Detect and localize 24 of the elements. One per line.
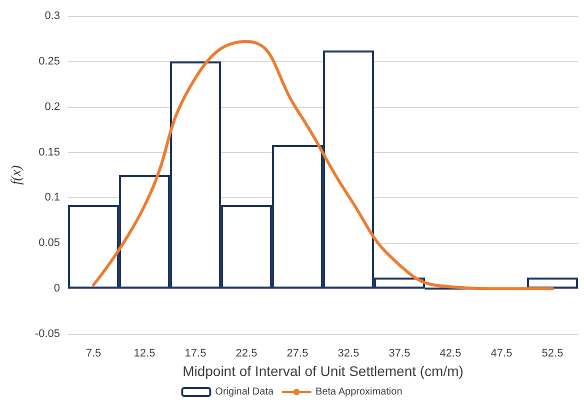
- x-tick-label: 52.5: [542, 348, 564, 360]
- y-tick-label: 0.05: [38, 237, 60, 250]
- y-tick-label: 0.1: [44, 192, 60, 204]
- y-tick-label: 0: [54, 282, 60, 295]
- y-tick-label: 0.25: [38, 55, 60, 68]
- y-tick-label: -0.05: [34, 328, 60, 340]
- x-tick-label: 47.5: [490, 348, 512, 360]
- y-tick-label: 0.3: [44, 10, 60, 22]
- bar: [527, 278, 578, 289]
- x-tick-label: 22.5: [236, 348, 258, 360]
- x-tick-label: 32.5: [338, 348, 360, 360]
- y-axis-title: f(x): [10, 164, 24, 185]
- legend-label: Beta Approximation: [316, 386, 402, 398]
- x-tick-label: 27.5: [286, 348, 308, 360]
- y-tick-label: 0.15: [38, 146, 60, 158]
- x-tick-label: 17.5: [184, 348, 206, 360]
- x-axis-title: Midpoint of Interval of Unit Settlement (cm/m): [182, 362, 464, 379]
- x-tick-label: 42.5: [440, 348, 462, 360]
- line-series: [92, 40, 554, 290]
- x-tick-label: 7.5: [86, 348, 102, 360]
- x-tick-label: 37.5: [388, 348, 410, 360]
- y-tick-label: 0.2: [44, 100, 60, 113]
- legend-label: Original Data: [215, 386, 274, 398]
- x-tick-label: 12.5: [134, 348, 156, 360]
